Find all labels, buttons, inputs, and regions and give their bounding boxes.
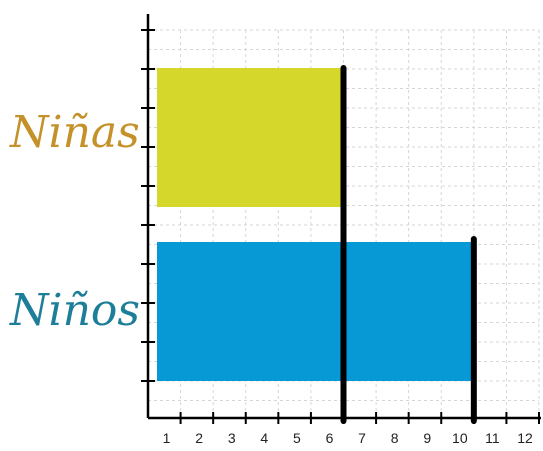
axes bbox=[141, 14, 541, 424]
x-tick-label: 4 bbox=[260, 430, 268, 446]
x-tick-label: 8 bbox=[391, 430, 399, 446]
bar-ninos bbox=[157, 242, 474, 381]
category-label-ninos: Niños bbox=[9, 285, 140, 336]
x-tick-label: 12 bbox=[517, 430, 533, 446]
x-tick-label: 1 bbox=[163, 430, 171, 446]
x-tick-label: 9 bbox=[423, 430, 431, 446]
x-tick-label: 6 bbox=[326, 430, 334, 446]
bar-ninas bbox=[157, 68, 344, 207]
x-tick-label: 2 bbox=[195, 430, 203, 446]
value-markers bbox=[340, 65, 477, 424]
bars bbox=[157, 68, 474, 381]
x-tick-label: 7 bbox=[358, 430, 366, 446]
x-tick-label: 10 bbox=[452, 430, 468, 446]
category-label-ninas: Niñas bbox=[9, 107, 140, 158]
x-tick-label: 3 bbox=[228, 430, 236, 446]
x-tick-labels: 1 2 3 4 5 6 7 8 9 10 11 12 bbox=[163, 430, 533, 446]
x-tick-label: 11 bbox=[485, 430, 500, 446]
x-tick-label: 5 bbox=[293, 430, 301, 446]
